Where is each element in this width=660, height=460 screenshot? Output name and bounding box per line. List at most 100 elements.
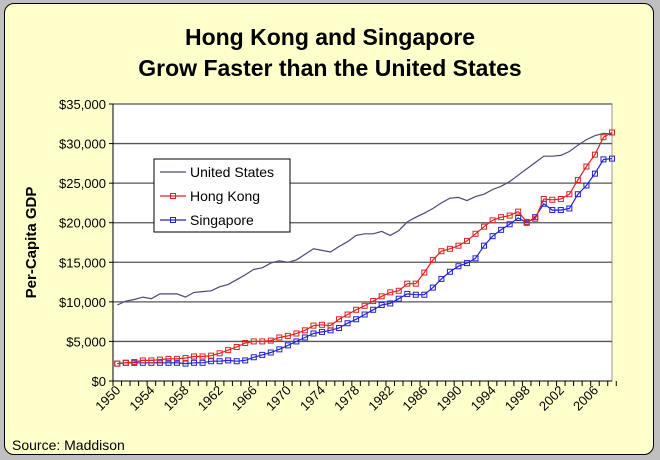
data-point: [318, 328, 325, 335]
data-point: [293, 330, 300, 337]
data-point: [557, 207, 564, 214]
data-point: [574, 191, 581, 198]
data-point: [429, 284, 436, 291]
data-point: [276, 334, 283, 341]
series-line: [117, 132, 613, 306]
x-tick-label: 1966: [229, 383, 260, 414]
data-point: [498, 214, 505, 221]
data-point: [583, 163, 590, 170]
data-point: [233, 343, 240, 350]
source-note: Source: Maddison: [12, 437, 125, 453]
data-point: [148, 357, 155, 364]
data-point: [395, 295, 402, 302]
data-point: [284, 332, 291, 339]
data-point: [250, 338, 257, 345]
data-point: [139, 357, 146, 364]
data-point: [225, 347, 232, 354]
data-point: [429, 256, 436, 263]
data-point: [199, 359, 206, 366]
data-point: [267, 349, 274, 356]
data-point: [165, 355, 172, 362]
data-point: [361, 311, 368, 318]
data-point: [114, 360, 121, 367]
data-point: [318, 321, 325, 328]
data-point: [208, 352, 215, 359]
data-point: [591, 151, 598, 158]
data-point: [498, 226, 505, 233]
data-point: [216, 358, 223, 365]
x-tick-label: 2002: [536, 383, 567, 414]
y-tick-label: $0: [92, 374, 106, 389]
y-axis-label: Per-Capita GDP: [23, 187, 40, 299]
data-point: [438, 275, 445, 282]
data-point: [387, 289, 394, 296]
data-point: [412, 280, 419, 287]
legend-label: Singapore: [190, 212, 254, 228]
data-point: [463, 260, 470, 267]
x-tick-label: 1978: [331, 383, 362, 414]
legend-marker: [170, 217, 176, 223]
y-tick-label: $10,000: [59, 295, 106, 310]
data-point: [301, 334, 308, 341]
data-point: [515, 214, 522, 221]
data-point: [353, 316, 360, 323]
data-point: [344, 320, 351, 327]
data-point: [191, 359, 198, 366]
data-point: [259, 351, 266, 358]
title-line-1: Hong Kong and Singapore: [184, 24, 476, 50]
x-tick-label: 1982: [365, 383, 396, 414]
data-point: [566, 191, 573, 198]
x-tick-label: 1962: [195, 383, 226, 414]
data-point: [515, 208, 522, 215]
x-tick-label: 1990: [434, 383, 465, 414]
data-point: [549, 196, 556, 203]
data-point: [267, 337, 274, 344]
data-point: [412, 291, 419, 298]
data-point: [250, 354, 257, 361]
series-united-states: [117, 132, 613, 306]
data-point: [421, 291, 428, 298]
data-point: [438, 248, 445, 255]
data-point: [182, 360, 189, 367]
series-hong-kong: [114, 129, 615, 367]
data-point: [378, 293, 385, 300]
x-tick-label: 1974: [297, 383, 328, 414]
data-point: [165, 359, 172, 366]
data-point: [506, 212, 513, 219]
x-tick-label: 1994: [468, 383, 499, 414]
data-point: [446, 245, 453, 252]
data-point: [583, 182, 590, 189]
data-point: [455, 263, 462, 270]
data-point: [361, 302, 368, 309]
data-point: [370, 306, 377, 313]
data-point: [225, 357, 232, 364]
y-tick-label: $35,000: [59, 97, 106, 112]
data-point: [199, 353, 206, 360]
y-tick-label: $30,000: [59, 137, 106, 152]
data-point: [566, 205, 573, 212]
data-point: [336, 316, 343, 323]
data-point: [472, 230, 479, 237]
data-point: [301, 327, 308, 334]
data-point: [233, 358, 240, 365]
x-tick-label: 1958: [161, 383, 192, 414]
data-point: [191, 353, 198, 360]
data-point: [122, 359, 129, 366]
y-tick-label: $5,000: [66, 334, 106, 349]
legend: United States Hong Kong Singapore: [153, 158, 291, 233]
data-point: [574, 176, 581, 183]
data-point: [353, 306, 360, 313]
data-point: [506, 221, 513, 228]
data-point: [455, 242, 462, 249]
data-point: [472, 255, 479, 262]
data-point: [404, 280, 411, 287]
data-point: [276, 346, 283, 353]
data-point: [421, 269, 428, 276]
data-point: [173, 355, 180, 362]
legend-label: Hong Kong: [190, 188, 260, 204]
data-point: [293, 338, 300, 345]
data-point: [344, 311, 351, 318]
data-point: [370, 298, 377, 305]
legend-label: United States: [190, 164, 274, 180]
data-point: [404, 290, 411, 297]
